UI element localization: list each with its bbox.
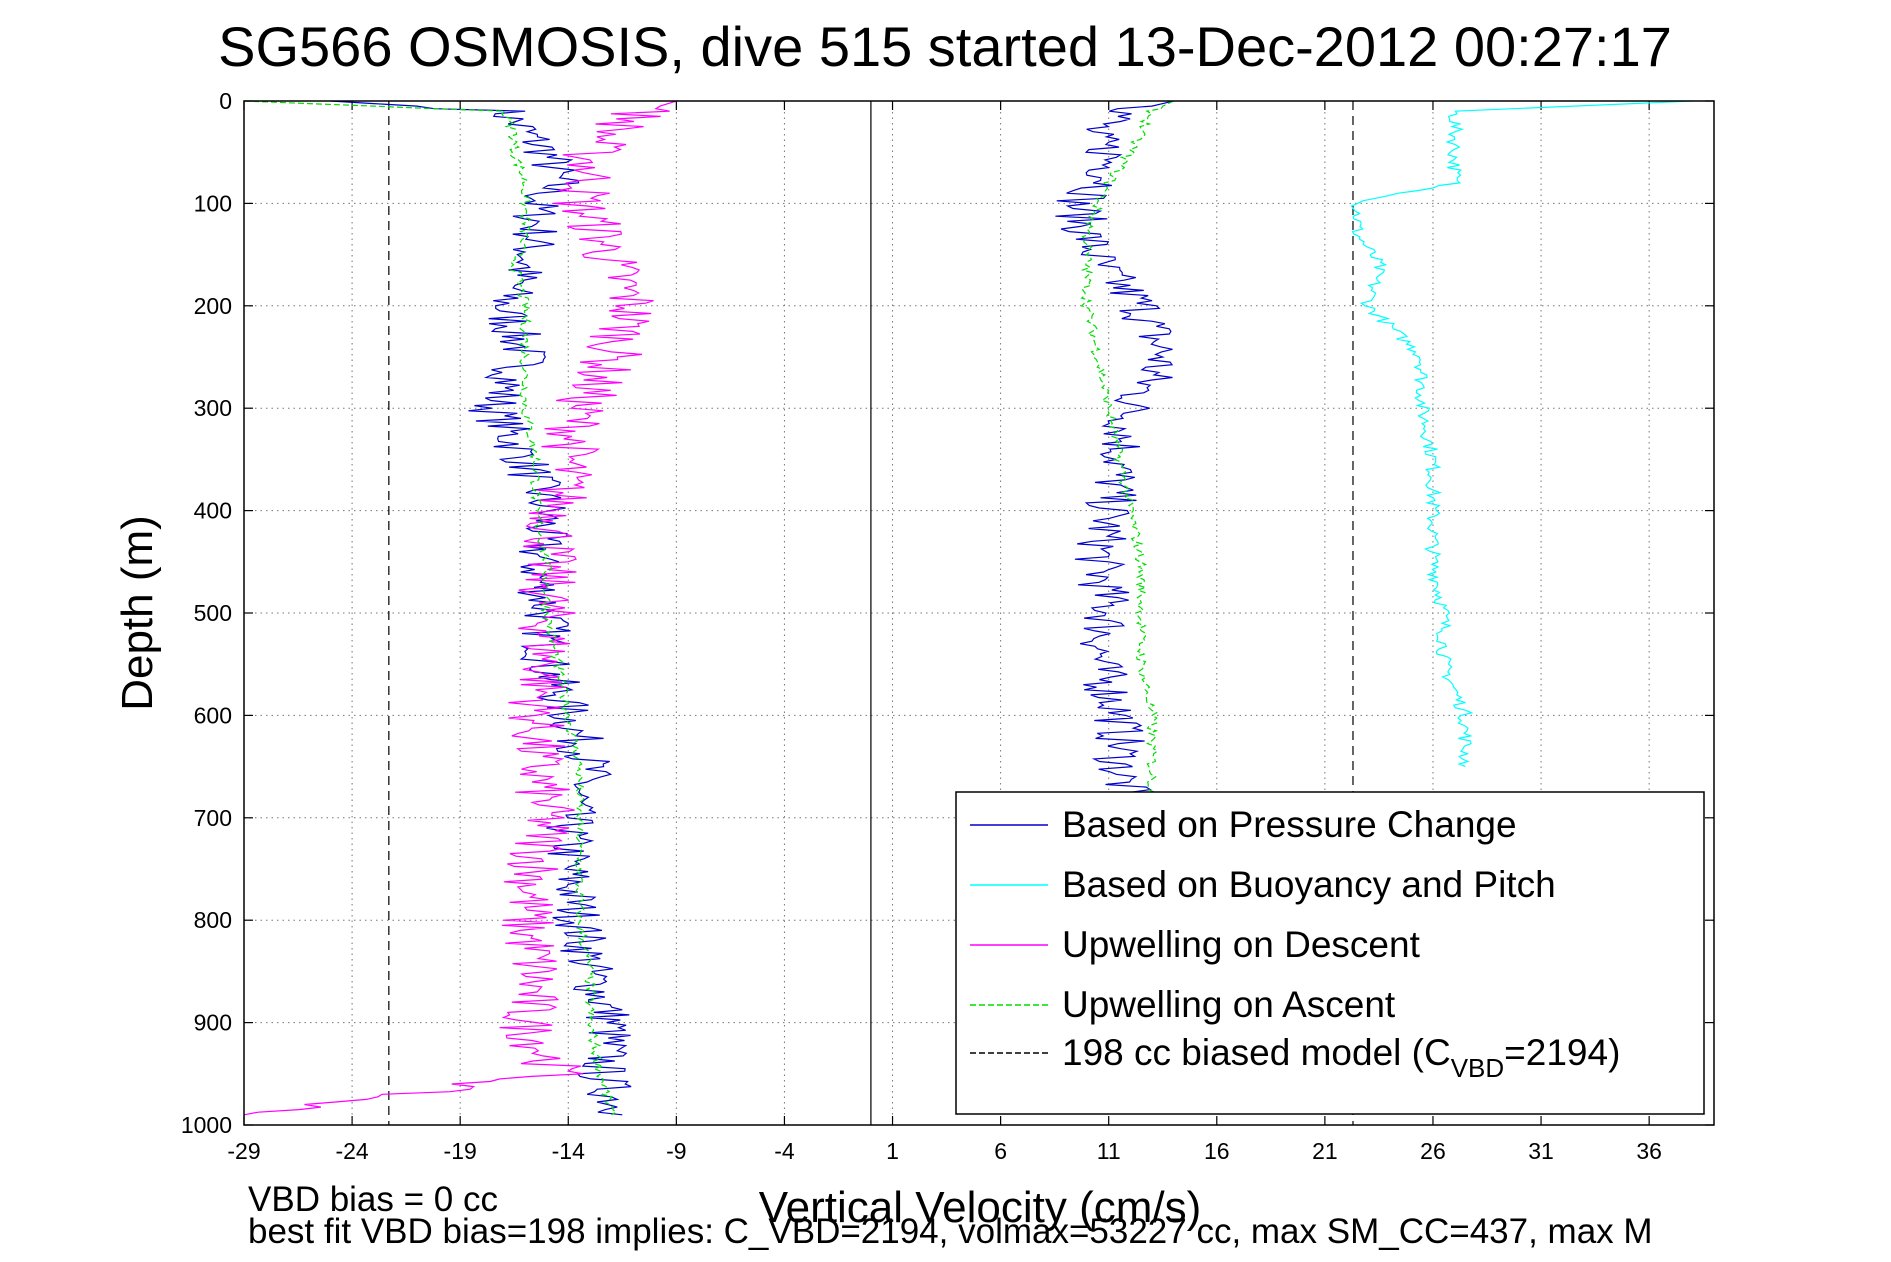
legend-label: Upwelling on Descent — [1062, 924, 1421, 965]
footer-best-fit: best fit VBD bias=198 implies: C_VBD=219… — [248, 1212, 1653, 1251]
legend-label-text: Based on Pressure Change — [1062, 804, 1517, 845]
legend-box — [955, 791, 1705, 1115]
series-line-based-on-buoyancy-and-pitch-0 — [1350, 100, 1693, 768]
y-tick-label: 600 — [194, 702, 232, 728]
series-line-based-on-pressure-change-1 — [1055, 100, 1174, 819]
legend-label-text: Based on Buoyancy and Pitch — [1062, 864, 1556, 905]
y-tick-label: 500 — [194, 600, 232, 626]
legend-label-text: Upwelling on Ascent — [1062, 984, 1396, 1025]
legend-label-text: 198 cc biased model (C — [1062, 1032, 1451, 1073]
y-tick-label: 100 — [194, 190, 232, 216]
legend-label: 198 cc biased model (CVBD=2194) — [1062, 1032, 1620, 1083]
reference-lines — [388, 101, 1354, 1125]
x-tick-label: 11 — [1097, 1138, 1121, 1164]
series-line-upwelling-on-ascent-1 — [1080, 100, 1174, 818]
chart-title: SG566 OSMOSIS, dive 515 started 13-Dec-2… — [218, 15, 1672, 78]
series-line-based-on-pressure-change-0 — [330, 100, 632, 1116]
x-tick-labels: -29 -24 -19 -14 -9 -4 1 6 11 16 21 26 31 36 — [227, 1138, 1662, 1164]
y-tick-label: 1000 — [181, 1112, 232, 1138]
y-axis-label: Depth (m) — [113, 515, 162, 711]
legend-label: Based on Pressure Change — [1062, 804, 1517, 845]
series-line-upwelling-on-ascent-0 — [243, 100, 618, 1116]
x-tick-label: 1 — [886, 1138, 899, 1164]
series-group — [243, 100, 1693, 1116]
x-tick-label: 31 — [1528, 1138, 1554, 1164]
y-tick-label: 200 — [194, 293, 232, 319]
y-tick-label: 0 — [219, 88, 232, 114]
y-tick-label: 800 — [194, 907, 232, 933]
legend-label-tail: =2194) — [1504, 1032, 1620, 1073]
series-line-upwelling-on-descent-0 — [243, 100, 677, 1116]
x-tick-label: -4 — [774, 1138, 795, 1164]
x-tick-label: -9 — [666, 1138, 686, 1164]
legend: Based on Pressure Change Based on Buoyanc… — [955, 791, 1705, 1115]
legend-label: Upwelling on Ascent — [1062, 984, 1396, 1025]
legend-label-text: Upwelling on Descent — [1062, 924, 1421, 965]
x-tick-label: -19 — [444, 1138, 477, 1164]
y-tick-label: 400 — [194, 498, 232, 524]
x-axis-label: Vertical Velocity (cm/s) — [759, 1183, 1202, 1232]
x-tick-label: -24 — [335, 1138, 368, 1164]
y-tick-label: 300 — [194, 395, 232, 421]
x-tick-label: 26 — [1420, 1138, 1446, 1164]
y-tick-labels: 0 100 200 300 400 500 600 700 800 900 1000 — [181, 88, 232, 1138]
x-tick-label: 6 — [994, 1138, 1007, 1164]
legend-subscript: VBD — [1451, 1053, 1504, 1083]
legend-label: Based on Buoyancy and Pitch — [1062, 864, 1556, 905]
y-tick-label: 900 — [194, 1010, 232, 1036]
plot-frame — [243, 100, 1715, 1126]
x-tick-label: 36 — [1636, 1138, 1662, 1164]
x-tick-label: -29 — [227, 1138, 260, 1164]
y-tick-label: 700 — [194, 805, 232, 831]
x-tick-label: 21 — [1312, 1138, 1338, 1164]
x-tick-label: 16 — [1204, 1138, 1230, 1164]
footer-bias: VBD bias = 0 cc — [248, 1180, 498, 1219]
x-tick-label: -14 — [552, 1138, 585, 1164]
